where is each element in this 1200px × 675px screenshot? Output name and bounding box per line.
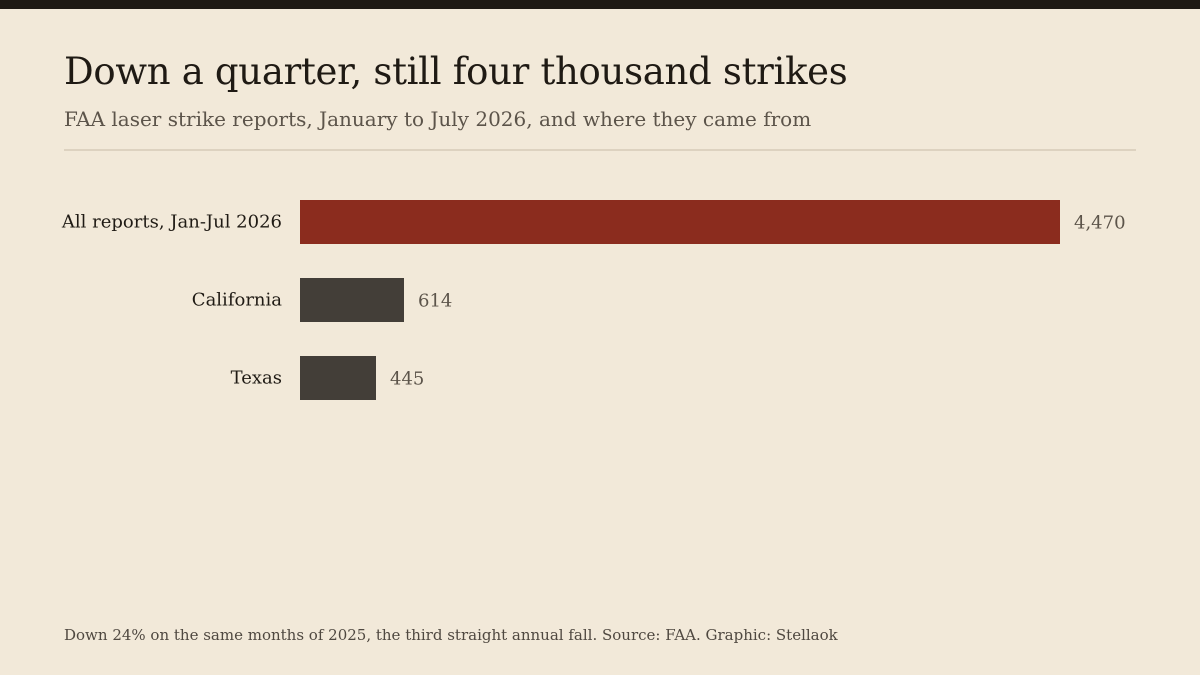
bar-chart: All reports, Jan-Jul 2026 4,470 California… (61, 200, 1126, 400)
bar (300, 200, 1060, 244)
top-accent-bar (0, 0, 1200, 9)
header-divider (64, 149, 1136, 151)
bar (300, 278, 404, 322)
category-label: All reports, Jan-Jul 2026 (61, 212, 282, 233)
category-label: California (192, 290, 282, 311)
category-label: Texas (231, 368, 282, 389)
bar (300, 356, 376, 400)
value-label: 445 (390, 369, 424, 390)
value-label: 4,470 (1074, 213, 1126, 234)
chart-subtitle: FAA laser strike reports, January to Jul… (64, 107, 812, 131)
value-label: 614 (418, 291, 452, 312)
chart-title: Down a quarter, still four thousand stri… (64, 50, 848, 93)
chart-footnote: Down 24% on the same months of 2025, the… (64, 626, 838, 644)
